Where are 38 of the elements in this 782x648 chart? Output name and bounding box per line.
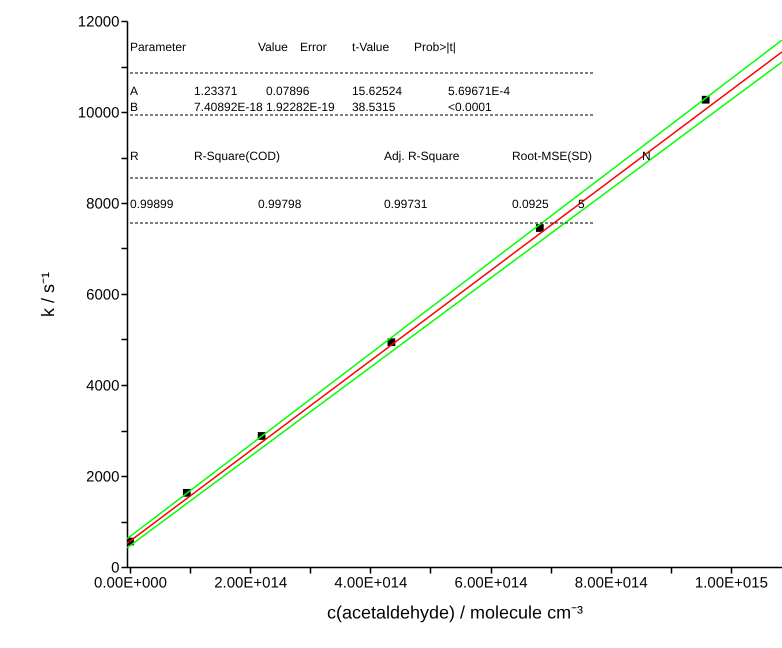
- y-tick-label: 6000: [86, 286, 120, 304]
- y-axis-title: k / s⁻¹: [38, 272, 58, 317]
- y-tick-label: 12000: [78, 14, 120, 30]
- annotation: Parameter: [130, 40, 186, 54]
- y-tick-label: 10000: [78, 104, 120, 122]
- annotation: Adj. R-Square: [384, 149, 460, 163]
- annotation: Error: [300, 40, 327, 54]
- annotation: 0.99731: [384, 197, 428, 211]
- annotation: 7.40892E-18: [194, 100, 264, 114]
- x-tick-label: 6.00E+014: [454, 574, 528, 592]
- annotation: B: [130, 100, 138, 114]
- x-tick-label: 4.00E+014: [334, 574, 408, 592]
- annotation: A: [130, 84, 138, 98]
- annotation: 0.99798: [258, 197, 302, 211]
- annotation: 0.07896: [266, 84, 310, 98]
- x-tick-label: 2.00E+014: [214, 574, 288, 592]
- annotation: Value: [258, 40, 288, 54]
- annotation: R-Square(COD): [194, 149, 280, 163]
- y-tick-label: 2000: [86, 468, 120, 486]
- annotation: 5.69671E-4: [448, 84, 510, 98]
- annotation: 0.0925: [512, 197, 550, 211]
- y-tick-label: 8000: [86, 196, 120, 212]
- annotation: 15.62524: [352, 84, 402, 98]
- x-axis-title: c(acetaldehyde) / molecule cm⁻³: [326, 602, 584, 622]
- x-tick-label: 8.00E+014: [574, 574, 648, 592]
- annotation: Root-MSE(SD): [512, 149, 592, 163]
- annotation: R: [130, 149, 139, 163]
- annotation: <0.0001: [448, 100, 492, 114]
- annotation: Prob>|t|: [414, 40, 456, 54]
- annotation: 38.5315: [352, 100, 396, 114]
- y-tick-label: 0: [111, 560, 120, 576]
- annotation: t-Value: [352, 40, 390, 54]
- annotation: 0.99899: [130, 197, 174, 211]
- x-tick-label: 1.00E+015: [694, 574, 768, 592]
- annotation: 1.23371: [194, 84, 238, 98]
- y-tick-label: 4000: [86, 378, 120, 394]
- annotation: 1.92282E-19: [266, 100, 336, 114]
- x-tick-label: 0.00E+000: [94, 574, 168, 592]
